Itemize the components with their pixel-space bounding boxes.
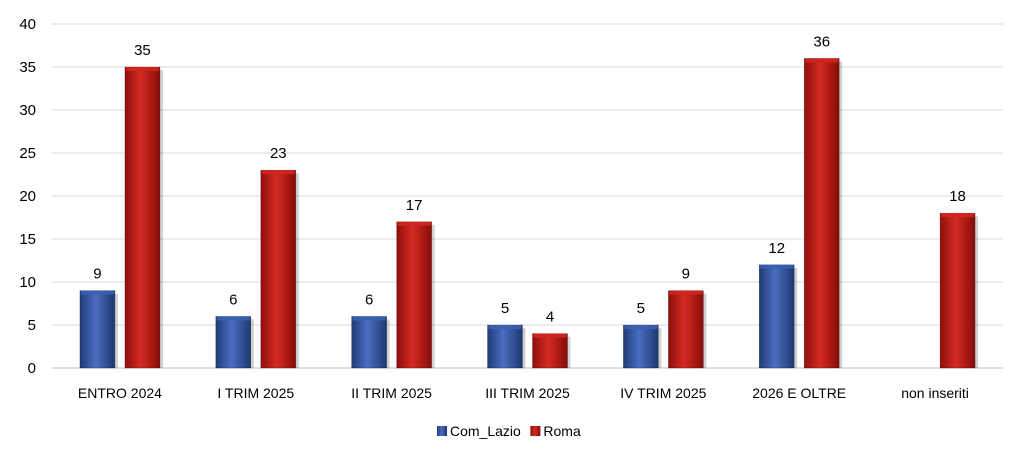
bar-roma [260,169,297,369]
bar-cap [488,325,522,329]
data-label: 36 [813,33,830,50]
x-tick-label: IV TRIM 2025 [620,385,706,401]
bar-cap [805,58,839,63]
bar-com-lazio [215,316,252,369]
data-label: 23 [270,145,287,162]
bar-roma [532,333,568,369]
bar-cap [533,333,567,338]
bar-cap [941,213,975,218]
data-label: 4 [546,309,554,326]
data-label: 35 [134,42,151,59]
bar-roma [396,221,432,369]
bar-cap [80,290,114,295]
legend-swatch [437,426,447,436]
data-label: 9 [93,266,101,283]
data-label: 18 [949,188,966,205]
data-label: 5 [501,300,509,317]
y-tick-label: 40 [19,16,36,33]
data-labels: 9 35 6 23 6 17 5 4 5 9 12 36 18 [93,33,966,325]
bar-roma [803,58,840,369]
x-tick-label: non inseriti [901,385,969,401]
bar-cap [624,325,658,329]
legend-label: Com_Lazio [450,423,521,439]
axes: 0 5 10 15 20 25 30 35 40 ENTRO 2024 I TRIM 2025 II … [19,16,1003,401]
legend: Com_Lazio Roma [437,423,581,439]
bar-roma [124,66,161,369]
data-label: 12 [768,240,785,257]
y-tick-label: 15 [19,231,36,248]
x-tick-label: I TRIM 2025 [217,385,294,401]
bar-com-lazio [351,316,387,369]
gridlines [52,23,1003,369]
bar-roma [668,290,704,369]
y-tick-label: 0 [28,360,36,377]
bar-cap [397,221,431,226]
bar-com-lazio [487,324,523,369]
bar-com-lazio [758,264,795,369]
bar-cap [261,170,295,175]
data-label: 9 [682,266,690,283]
bar-cap [760,264,794,269]
data-label: 6 [365,291,373,308]
legend-label: Roma [543,423,581,439]
data-label: 17 [406,197,423,214]
bar-cap [669,290,703,295]
y-tick-label: 25 [19,145,36,162]
x-tick-label: 2026 E OLTRE [752,385,846,401]
x-tick-label: ENTRO 2024 [78,385,162,401]
y-tick-label: 5 [28,317,36,334]
x-tick-label: III TRIM 2025 [485,385,570,401]
y-tick-label: 30 [19,102,36,119]
data-label: 5 [637,300,645,317]
bar-com-lazio [79,290,116,369]
x-tick-label: II TRIM 2025 [351,385,432,401]
y-tick-label: 20 [19,188,36,205]
data-label: 6 [229,291,237,308]
y-tick-label: 10 [19,274,36,291]
legend-swatch [530,426,541,436]
y-tick-label: 35 [19,59,36,76]
bar-cap [352,316,386,321]
bar-cap [125,67,159,71]
bar-com-lazio [623,324,659,369]
bar-roma [939,212,976,369]
bar-cap [216,316,250,321]
bars [79,58,979,369]
